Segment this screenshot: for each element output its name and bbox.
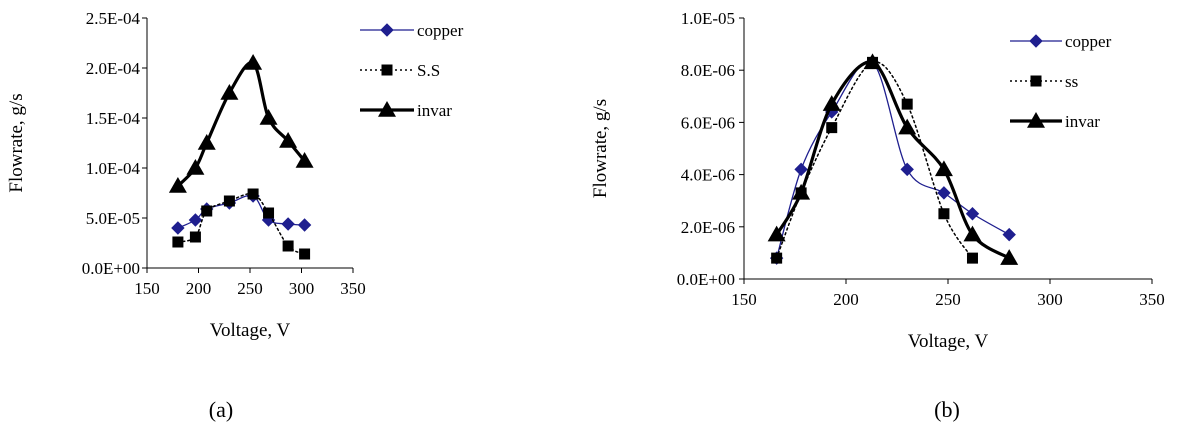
y-tick-label: 1.0E-05 [681,9,735,28]
series-s-s [172,188,311,260]
data-point [189,231,201,243]
data-point [223,195,235,207]
x-tick-label: 200 [833,290,859,309]
x-tick-label: 300 [1037,290,1063,309]
data-point [1002,227,1016,242]
panel-caption: (b) [934,397,960,422]
data-point [822,95,841,111]
data-point [900,162,914,177]
x-tick-label: 350 [1139,290,1165,309]
y-tick-label: 8.0E-06 [681,61,735,80]
x-tick-label: 150 [134,279,160,298]
data-point [188,213,203,227]
y-tick-label: 2.0E-06 [681,218,735,237]
data-point [934,160,953,177]
y-tick-label: 1.0E-04 [86,159,141,178]
data-point [299,248,311,260]
data-point [863,53,882,70]
data-point [281,217,295,231]
y-tick-label: 1.5E-04 [86,109,141,128]
legend-marker [378,101,396,117]
data-point [244,54,263,70]
data-point [1000,249,1019,265]
x-tick-label: 350 [340,279,366,298]
legend-marker [1027,112,1045,128]
legend-marker [1030,75,1042,87]
data-point [282,240,294,252]
y-tick-label: 2.0E-04 [86,59,141,78]
x-tick-label: 200 [186,279,212,298]
y-axis-label: Flowrate, g/s [590,99,611,198]
data-point [295,152,314,168]
legend-label: invar [417,101,452,120]
legend-label: invar [1065,112,1100,131]
data-point [938,208,950,220]
x-tick-label: 250 [935,290,961,309]
legend-label: copper [1065,32,1112,51]
data-point [826,122,838,134]
data-point [247,188,259,200]
legend-marker [381,64,393,76]
data-point [279,132,298,148]
y-tick-label: 2.5E-04 [86,9,141,28]
data-point [937,186,951,200]
data-point [220,84,239,100]
data-point [901,98,913,110]
y-tick-label: 0.0E+00 [82,259,140,278]
y-tick-label: 0.0E+00 [677,270,735,289]
panel-caption: (a) [209,397,233,422]
legend-label: ss [1065,72,1078,91]
data-point [963,225,982,242]
data-point [263,207,275,219]
data-point [186,159,205,175]
series-ss [771,56,978,264]
data-point [771,252,783,264]
data-point [297,218,312,232]
legend-marker [380,23,394,37]
y-tick-label: 5.0E-05 [86,209,140,228]
x-axis-label: Voltage, V [210,320,291,341]
data-point [792,183,811,200]
data-point [767,225,786,242]
chart-panel-a: 0.0E+00 5.0E-05 1.0E-04 1.5E-04 2.0E-04 2.5E-… [6,9,464,422]
legend-label: S.S [417,61,440,80]
data-point [168,177,187,193]
series-invar [767,53,1019,265]
legend-label: copper [417,21,464,40]
data-point [171,221,185,235]
data-point [197,134,216,150]
series-line [775,60,1011,260]
series-copper [769,55,1016,265]
x-tick-label: 250 [237,279,263,298]
data-point [965,207,980,221]
data-point [966,252,978,264]
series-line [775,61,974,259]
data-point [201,205,213,217]
x-tick-label: 300 [289,279,315,298]
data-point [259,109,278,125]
y-tick-label: 4.0E-06 [681,166,735,185]
chart-panel-b: 0.0E+00 2.0E-06 4.0E-06 6.0E-06 8.0E-06 1.0E-… [590,9,1165,422]
y-axis-label: Flowrate, g/s [6,93,27,192]
y-tick-label: 6.0E-06 [681,113,735,132]
data-point [794,162,808,177]
x-tick-label: 150 [731,290,757,309]
series-invar [168,54,314,193]
x-axis-label: Voltage, V [908,331,989,352]
data-point [898,118,917,135]
legend-marker [1029,34,1043,48]
data-point [172,236,184,248]
